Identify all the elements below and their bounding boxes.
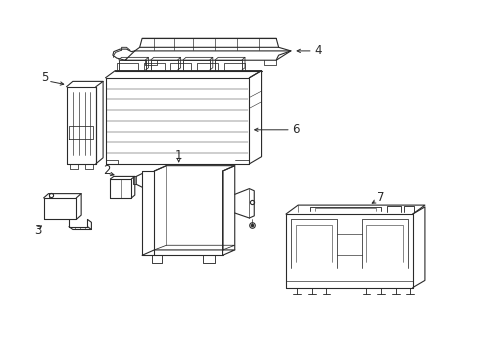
- Text: 4: 4: [313, 44, 321, 57]
- Text: 3: 3: [34, 224, 41, 238]
- Text: 7: 7: [377, 192, 384, 204]
- Text: 6: 6: [291, 123, 299, 136]
- Text: 2: 2: [103, 164, 110, 177]
- Text: 5: 5: [41, 71, 48, 84]
- Text: 1: 1: [175, 149, 182, 162]
